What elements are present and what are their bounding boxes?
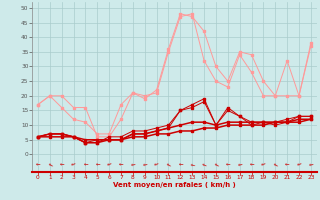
Text: $\leftarrow$: $\leftarrow$ xyxy=(141,161,148,168)
Text: $\leftarrow$: $\leftarrow$ xyxy=(200,160,208,169)
Text: $\leftarrow$: $\leftarrow$ xyxy=(129,160,137,169)
Text: $\leftarrow$: $\leftarrow$ xyxy=(116,160,126,169)
Text: $\leftarrow$: $\leftarrow$ xyxy=(211,160,221,170)
Text: $\leftarrow$: $\leftarrow$ xyxy=(164,160,173,169)
Text: $\leftarrow$: $\leftarrow$ xyxy=(306,160,316,169)
Text: $\leftarrow$: $\leftarrow$ xyxy=(45,160,55,170)
Text: $\leftarrow$: $\leftarrow$ xyxy=(258,160,268,170)
Text: $\leftarrow$: $\leftarrow$ xyxy=(152,160,161,169)
Text: $\leftarrow$: $\leftarrow$ xyxy=(188,160,197,169)
Text: $\leftarrow$: $\leftarrow$ xyxy=(283,160,292,169)
Text: $\leftarrow$: $\leftarrow$ xyxy=(105,160,113,169)
Text: $\leftarrow$: $\leftarrow$ xyxy=(69,160,78,169)
Text: $\leftarrow$: $\leftarrow$ xyxy=(57,160,67,170)
Text: $\leftarrow$: $\leftarrow$ xyxy=(93,160,101,169)
Text: $\leftarrow$: $\leftarrow$ xyxy=(81,160,90,169)
Text: $\leftarrow$: $\leftarrow$ xyxy=(34,161,42,168)
X-axis label: Vent moyen/en rafales ( km/h ): Vent moyen/en rafales ( km/h ) xyxy=(113,182,236,188)
Text: $\leftarrow$: $\leftarrow$ xyxy=(235,160,245,170)
Text: $\leftarrow$: $\leftarrow$ xyxy=(294,160,304,169)
Text: $\leftarrow$: $\leftarrow$ xyxy=(247,160,256,169)
Text: $\leftarrow$: $\leftarrow$ xyxy=(272,161,279,168)
Text: $\leftarrow$: $\leftarrow$ xyxy=(223,160,233,169)
Text: $\leftarrow$: $\leftarrow$ xyxy=(177,161,184,168)
